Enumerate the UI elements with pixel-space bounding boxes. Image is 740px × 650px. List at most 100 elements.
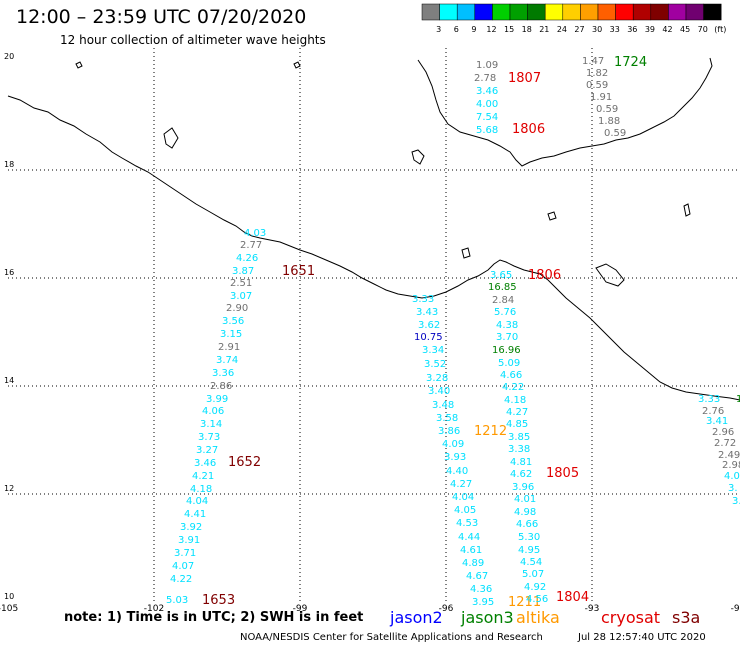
- wave-height-label: 2.78: [474, 73, 496, 84]
- wave-height-label: 4.54: [520, 557, 542, 568]
- pass-time-label: 1806: [528, 268, 561, 283]
- colorbar-swatch: [456, 3, 476, 21]
- pass-time-label: 1211: [508, 595, 541, 610]
- wave-height-label: 1.47: [582, 56, 604, 67]
- wave-height-label: 3.99: [206, 394, 228, 405]
- colorbar-swatch: [650, 3, 669, 21]
- colorbar-tick-label: 6: [454, 25, 459, 34]
- wave-height-label: 3.46: [476, 86, 498, 97]
- wave-height-label: 4.01: [514, 494, 536, 505]
- latitude-label: 14: [4, 376, 14, 385]
- pass-time-label: 1806: [512, 122, 545, 137]
- pass-time-label: 1651: [282, 264, 315, 279]
- colorbar-swatch: [509, 3, 528, 21]
- wave-height-label: 0.59: [596, 104, 618, 115]
- wave-height-label: 4.06: [202, 406, 224, 417]
- wave-height-label: 4.67: [466, 571, 488, 582]
- pacific-coastline: [7, 95, 740, 401]
- wave-height-label: 16.85: [488, 282, 517, 293]
- colorbar-swatch: [421, 3, 440, 21]
- island: [595, 263, 625, 287]
- wave-height-label: 4.22: [502, 382, 524, 393]
- colorbar-tick-label: 39: [645, 25, 655, 34]
- wave-height-label: 3.14: [200, 419, 222, 430]
- wave-height-label: 4.26: [236, 253, 258, 264]
- colorbar-tick-label: 21: [539, 25, 549, 34]
- wave-height-label: 4.04: [186, 496, 208, 507]
- gulf-coastline: [417, 57, 713, 167]
- wave-height-label: 4.85: [506, 419, 528, 430]
- wave-height-label: 4.05: [454, 505, 476, 516]
- wave-height-label: 2.51: [230, 278, 252, 289]
- wave-height-label: 1.91: [590, 92, 612, 103]
- wave-height-label: 2.91: [218, 342, 240, 353]
- colorbar-tick-label: 3: [436, 25, 441, 34]
- wave-height-label: 3.34: [422, 345, 444, 356]
- island: [683, 203, 691, 217]
- wave-height-label: 3.70: [496, 332, 518, 343]
- colorbar-tick-label: 70: [698, 25, 708, 34]
- wave-height-label: 3.28: [426, 373, 448, 384]
- latitude-label: 16: [4, 268, 14, 277]
- wave-height-label: 3.33: [698, 394, 720, 405]
- wave-height-label: 4.07: [172, 561, 194, 572]
- colorbar-swatch: [492, 3, 511, 21]
- wave-height-label: 2.77: [240, 240, 262, 251]
- colorbar-swatch: [527, 3, 546, 21]
- wave-height-label: 4.44: [458, 532, 480, 543]
- wave-height-label: 3.62: [418, 320, 440, 331]
- wave-height-label: 2.49: [718, 450, 740, 461]
- lat-lon-grid: -105 -102 -99 -96 -93 -90 20 18 16 14 12 10: [0, 48, 740, 614]
- wave-height-label: 4.18: [504, 395, 526, 406]
- satellite-legend-jason2: jason2: [390, 608, 443, 627]
- wave-height-label: 2.90: [226, 303, 248, 314]
- pass-time-label: 1804: [556, 590, 589, 605]
- wave-height-label: 3.40: [428, 386, 450, 397]
- wave-height-label: 3.27: [196, 445, 218, 456]
- wave-height-label: 3.38: [508, 444, 530, 455]
- colorbar-swatch: [685, 3, 704, 21]
- wave-height-label: 3.87: [232, 266, 254, 277]
- wave-height-label: 5.07: [522, 569, 544, 580]
- longitude-label: -96: [439, 604, 454, 614]
- wave-height-label: 3.15: [220, 329, 242, 340]
- wave-height-label: 16.96: [492, 345, 521, 356]
- wave-height-label: 3.07: [230, 291, 252, 302]
- wave-height-label: 4.27: [450, 479, 472, 490]
- wave-height-label: 4.18: [190, 484, 212, 495]
- wave-height-label: 4.03: [244, 228, 266, 239]
- wave-height-label: 2.98: [722, 460, 740, 471]
- colorbar-tick-label: 18: [522, 25, 532, 34]
- wave-height-label: 4.56: [526, 594, 548, 605]
- wave-height-label: 5.09: [498, 358, 520, 369]
- longitude-label: -99: [293, 604, 308, 614]
- wave-height-label: 1.82: [586, 68, 608, 79]
- longitude-label: -102: [144, 604, 164, 614]
- wave-height-label: 4.61: [460, 545, 482, 556]
- wave-height-label: 4.40: [446, 466, 468, 477]
- longitude-label: -90: [731, 604, 740, 614]
- wave-height-label: 3.71: [174, 548, 196, 559]
- colorbar-tick-label: 12: [486, 25, 496, 34]
- colorbar-swatch: [632, 3, 652, 21]
- wave-height-label: 3.95: [472, 597, 494, 608]
- colorbar-swatch: [703, 3, 722, 21]
- wave-height-label: 3.86: [438, 426, 460, 437]
- colorbar-legend: 3 6 9 12 15 18 21 24 27 30 33 36 39 42 45 70 (ft): [421, 3, 726, 34]
- wave-height-label: 3.43: [416, 307, 438, 318]
- colorbar-tick-label: 24: [557, 25, 567, 34]
- wave-height-label: 2.96: [712, 427, 734, 438]
- wave-height-label: 4.98: [514, 507, 536, 518]
- colorbar-swatch: [474, 3, 493, 21]
- wave-height-label: 3.73: [198, 432, 220, 443]
- wave-height-label: 4.27: [506, 407, 528, 418]
- wave-height-label: 1: [736, 394, 740, 405]
- wave-height-label: 5.76: [494, 307, 516, 318]
- pass-time-label: 1652: [228, 455, 261, 470]
- pass-time-label: 1724: [614, 55, 647, 70]
- pass-time-label: 1807: [508, 71, 541, 86]
- latitude-label: 18: [4, 160, 14, 169]
- latitude-label: 12: [4, 484, 14, 493]
- wave-height-label: 7.54: [476, 112, 498, 123]
